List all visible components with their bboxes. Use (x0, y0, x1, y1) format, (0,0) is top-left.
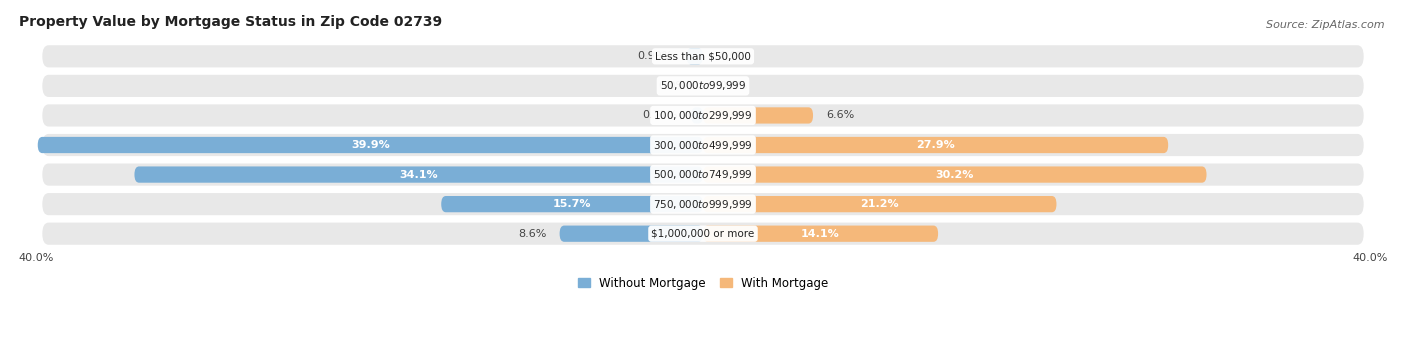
Text: $500,000 to $749,999: $500,000 to $749,999 (654, 168, 752, 181)
Text: 0.0%: 0.0% (720, 51, 748, 61)
Text: Less than $50,000: Less than $50,000 (655, 51, 751, 61)
Text: Property Value by Mortgage Status in Zip Code 02739: Property Value by Mortgage Status in Zip… (20, 15, 443, 29)
FancyBboxPatch shape (42, 75, 1364, 97)
Text: 40.0%: 40.0% (1353, 253, 1388, 263)
FancyBboxPatch shape (703, 167, 1206, 183)
Text: 39.9%: 39.9% (352, 140, 389, 150)
FancyBboxPatch shape (42, 104, 1364, 126)
Text: 40.0%: 40.0% (18, 253, 53, 263)
FancyBboxPatch shape (703, 107, 813, 123)
Text: 21.2%: 21.2% (860, 199, 898, 209)
Text: 6.6%: 6.6% (827, 110, 855, 120)
Legend: Without Mortgage, With Mortgage: Without Mortgage, With Mortgage (574, 272, 832, 294)
Text: $750,000 to $999,999: $750,000 to $999,999 (654, 198, 752, 211)
FancyBboxPatch shape (686, 48, 703, 65)
FancyBboxPatch shape (135, 167, 703, 183)
FancyBboxPatch shape (441, 196, 703, 212)
Text: 0.0%: 0.0% (658, 81, 686, 91)
Text: Source: ZipAtlas.com: Source: ZipAtlas.com (1267, 20, 1385, 30)
Text: 15.7%: 15.7% (553, 199, 592, 209)
Text: 34.1%: 34.1% (399, 170, 439, 180)
Text: $1,000,000 or more: $1,000,000 or more (651, 229, 755, 239)
FancyBboxPatch shape (42, 164, 1364, 186)
Text: $300,000 to $499,999: $300,000 to $499,999 (654, 138, 752, 152)
FancyBboxPatch shape (42, 193, 1364, 215)
Text: 0.0%: 0.0% (720, 81, 748, 91)
FancyBboxPatch shape (560, 225, 703, 242)
Text: $50,000 to $99,999: $50,000 to $99,999 (659, 79, 747, 92)
FancyBboxPatch shape (38, 137, 703, 153)
FancyBboxPatch shape (692, 107, 703, 123)
FancyBboxPatch shape (42, 223, 1364, 245)
Text: 14.1%: 14.1% (801, 229, 839, 239)
Text: 0.71%: 0.71% (643, 110, 678, 120)
Text: 0.99%: 0.99% (638, 51, 673, 61)
FancyBboxPatch shape (703, 196, 1056, 212)
FancyBboxPatch shape (703, 225, 938, 242)
Text: 30.2%: 30.2% (935, 170, 974, 180)
Text: 27.9%: 27.9% (917, 140, 955, 150)
Text: 8.6%: 8.6% (517, 229, 547, 239)
Text: $100,000 to $299,999: $100,000 to $299,999 (654, 109, 752, 122)
FancyBboxPatch shape (42, 45, 1364, 67)
FancyBboxPatch shape (703, 137, 1168, 153)
FancyBboxPatch shape (42, 134, 1364, 156)
